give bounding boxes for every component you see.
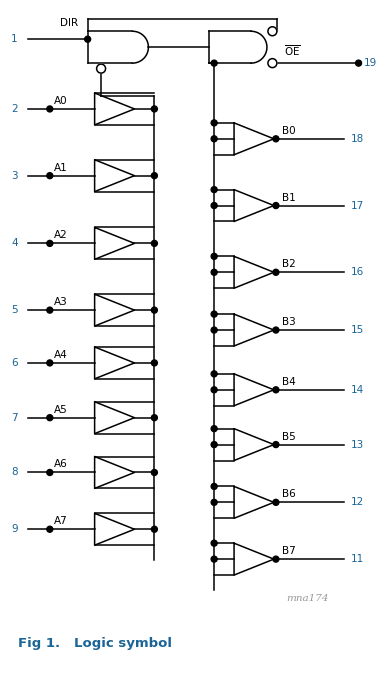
Circle shape	[211, 540, 217, 546]
Circle shape	[211, 269, 217, 276]
Circle shape	[273, 136, 279, 142]
Circle shape	[47, 307, 53, 313]
Text: 9: 9	[11, 524, 18, 534]
Text: A0: A0	[54, 96, 67, 106]
Text: B1: B1	[282, 192, 296, 203]
Circle shape	[151, 106, 157, 112]
Circle shape	[211, 311, 217, 317]
Circle shape	[97, 64, 106, 73]
Text: 1: 1	[11, 34, 18, 44]
Circle shape	[47, 469, 53, 475]
Text: B6: B6	[282, 490, 296, 499]
Circle shape	[211, 556, 217, 562]
Circle shape	[47, 415, 53, 421]
Text: A4: A4	[54, 350, 67, 360]
Text: 4: 4	[11, 239, 18, 248]
Text: B2: B2	[282, 259, 296, 269]
Text: 7: 7	[11, 413, 18, 423]
Circle shape	[273, 499, 279, 505]
Text: B3: B3	[282, 317, 296, 327]
Circle shape	[211, 120, 217, 126]
Circle shape	[273, 556, 279, 562]
Circle shape	[211, 499, 217, 505]
Circle shape	[273, 327, 279, 333]
Circle shape	[211, 371, 217, 377]
Circle shape	[47, 106, 53, 112]
Circle shape	[151, 469, 157, 475]
Text: 16: 16	[351, 267, 364, 278]
Circle shape	[151, 360, 157, 366]
Circle shape	[85, 36, 91, 42]
Text: 18: 18	[351, 134, 364, 144]
Circle shape	[47, 527, 53, 532]
Circle shape	[211, 136, 217, 142]
Circle shape	[47, 173, 53, 179]
Circle shape	[273, 203, 279, 209]
Text: $\overline{\mathrm{OE}}$: $\overline{\mathrm{OE}}$	[284, 44, 301, 58]
Circle shape	[47, 241, 53, 246]
Text: A3: A3	[54, 297, 67, 307]
Text: A6: A6	[54, 460, 67, 469]
Text: mna174: mna174	[286, 595, 329, 604]
Text: 13: 13	[351, 440, 364, 449]
Circle shape	[268, 27, 277, 35]
Text: 6: 6	[11, 358, 18, 368]
Text: 3: 3	[11, 170, 18, 181]
Circle shape	[273, 387, 279, 393]
Text: 5: 5	[11, 305, 18, 315]
Text: A7: A7	[54, 516, 67, 527]
Text: 8: 8	[11, 467, 18, 477]
Circle shape	[273, 441, 279, 447]
Circle shape	[211, 426, 217, 432]
Circle shape	[211, 441, 217, 447]
Circle shape	[211, 484, 217, 490]
Circle shape	[211, 187, 217, 192]
Text: B5: B5	[282, 432, 296, 441]
Circle shape	[211, 253, 217, 259]
Text: 11: 11	[351, 554, 364, 564]
Circle shape	[47, 360, 53, 366]
Text: 19: 19	[363, 58, 377, 68]
Text: 17: 17	[351, 201, 364, 211]
Text: 15: 15	[351, 325, 364, 335]
Text: DIR: DIR	[60, 18, 78, 28]
Text: 14: 14	[351, 385, 364, 395]
Circle shape	[151, 415, 157, 421]
Circle shape	[356, 60, 362, 66]
Circle shape	[273, 269, 279, 276]
Circle shape	[211, 387, 217, 393]
Text: 12: 12	[351, 497, 364, 507]
Text: B4: B4	[282, 377, 296, 387]
Circle shape	[151, 173, 157, 179]
Circle shape	[268, 59, 277, 68]
Text: 2: 2	[11, 104, 18, 114]
Circle shape	[151, 527, 157, 532]
Text: B7: B7	[282, 546, 296, 556]
Circle shape	[211, 203, 217, 209]
Text: A2: A2	[54, 231, 67, 241]
Circle shape	[151, 241, 157, 246]
Text: Fig 1.   Logic symbol: Fig 1. Logic symbol	[18, 637, 172, 650]
Text: B0: B0	[282, 125, 296, 136]
Text: A5: A5	[54, 404, 67, 415]
Circle shape	[151, 307, 157, 313]
Circle shape	[211, 60, 217, 66]
Text: A1: A1	[54, 163, 67, 173]
Circle shape	[211, 327, 217, 333]
